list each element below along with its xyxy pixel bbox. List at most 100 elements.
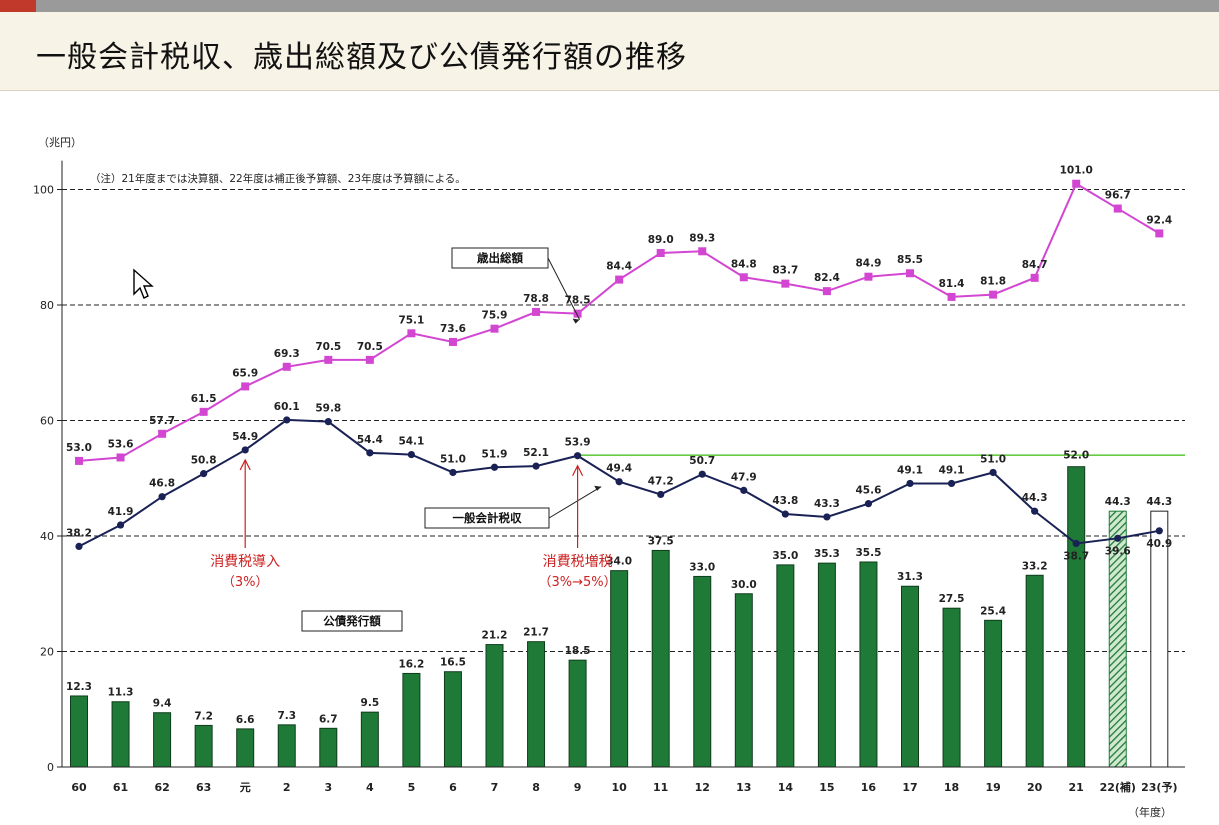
- top-bar: [0, 0, 1219, 12]
- x-tick-label: 11: [653, 781, 668, 794]
- tax-revenue-data-label: 41.9: [108, 506, 134, 518]
- expenditure-marker: [199, 407, 208, 416]
- tax-revenue-data-label: 44.3: [1022, 492, 1048, 504]
- tax-revenue-data-label: 38.7: [1063, 551, 1089, 563]
- bond-bar: [443, 671, 462, 768]
- expenditure-data-label: 78.5: [565, 295, 591, 307]
- series-callout-leader: [547, 257, 581, 320]
- bond-bar: [236, 728, 255, 768]
- expenditure-marker: [282, 362, 291, 371]
- expenditure-marker: [241, 382, 250, 391]
- expenditure-marker: [1155, 229, 1164, 238]
- bond-data-label: 44.3: [1105, 496, 1131, 508]
- expenditure-data-label: 75.9: [482, 310, 508, 322]
- tax-revenue-data-label: 49.1: [939, 464, 965, 476]
- expenditure-marker: [324, 355, 333, 364]
- bond-data-label: 27.5: [939, 593, 965, 605]
- bond-data-label: 44.3: [1146, 496, 1172, 508]
- x-tick-label: 6: [449, 781, 457, 794]
- x-tick-label: 3: [324, 781, 332, 794]
- series-callout-arrowhead: [594, 485, 602, 491]
- expenditure-data-label: 61.5: [191, 393, 217, 405]
- expenditure-marker: [989, 290, 998, 299]
- series-callout-label: 公債発行額: [323, 614, 381, 628]
- bond-bar: [610, 570, 629, 768]
- expenditure-marker: [158, 429, 167, 438]
- expenditure-marker: [573, 309, 582, 318]
- expenditure-data-label: 92.4: [1146, 214, 1172, 226]
- expenditure-data-label: 96.7: [1105, 190, 1131, 202]
- chart: 53.0 53.6 57.7 61.5 65.9 69.3 70.5 70.5 75.1 73.6…: [33, 136, 1185, 819]
- annotation-rate: （3%）: [222, 575, 269, 590]
- expenditure-data-label: 84.7: [1022, 259, 1048, 271]
- expenditure-marker: [615, 275, 624, 284]
- bond-data-label: 52.0: [1063, 450, 1089, 462]
- tax-revenue-marker: [407, 450, 415, 459]
- expenditure-data-label: 89.0: [648, 234, 674, 246]
- tax-revenue-data-label: 47.9: [731, 471, 757, 483]
- x-tick-label: 63: [196, 781, 211, 794]
- bond-data-label: 11.3: [108, 687, 134, 699]
- bond-data-label: 6.6: [236, 714, 255, 726]
- x-tick-label: 62: [154, 781, 169, 794]
- expenditure-data-label: 84.8: [731, 258, 757, 270]
- series-callout-label: 歳出総額: [477, 251, 523, 265]
- tax-revenue-marker: [116, 521, 125, 529]
- bond-bar: [527, 641, 546, 768]
- tax-revenue-marker: [1072, 539, 1080, 548]
- x-tick-label: 19: [985, 781, 1000, 794]
- x-axis-label: （年度）: [1128, 805, 1172, 819]
- slide-header: 一般会計税収、歳出総額及び公債発行額の推移: [0, 12, 1219, 91]
- arrow-cursor-icon: [133, 268, 154, 299]
- expenditure-data-label: 73.6: [440, 323, 466, 335]
- tax-revenue-data-label: 43.3: [814, 498, 840, 510]
- annotation-title: 消費税導入: [210, 554, 280, 570]
- tax-revenue-marker: [1031, 507, 1039, 515]
- expenditure-data-label: 70.5: [315, 341, 341, 353]
- expenditure-data-label: 82.4: [814, 272, 840, 284]
- bond-data-label: 21.7: [523, 627, 549, 639]
- expenditure-marker: [906, 269, 914, 278]
- bond-data-label: 33.2: [1022, 560, 1048, 572]
- x-tick-label: 61: [113, 781, 128, 794]
- tax-revenue-marker: [324, 418, 332, 426]
- series-callout-arrowhead: [572, 318, 580, 324]
- tax-revenue-data-label: 47.2: [648, 475, 674, 487]
- page-title: 一般会計税収、歳出総額及び公債発行額の推移: [36, 40, 687, 75]
- bond-data-label: 7.3: [277, 710, 296, 722]
- bond-bar: [277, 724, 296, 768]
- tax-revenue-data-label: 59.8: [315, 403, 341, 415]
- bond-bar: [942, 607, 961, 768]
- tax-revenue-data-label: 54.9: [232, 431, 258, 443]
- series-callout-label: 一般会計税収: [453, 511, 522, 525]
- bond-data-label: 18.5: [565, 645, 591, 657]
- expenditure-data-label: 53.0: [66, 442, 92, 454]
- bond-bar: [70, 695, 88, 768]
- expenditure-marker: [781, 279, 790, 288]
- y-tick-label: 0: [47, 761, 54, 774]
- tax-revenue-marker: [490, 463, 499, 471]
- tax-revenue-marker: [657, 490, 665, 499]
- expenditure-marker: [864, 272, 873, 281]
- bond-bar: [984, 619, 1003, 768]
- expenditure-data-label: 70.5: [357, 341, 383, 353]
- bond-bar: [901, 585, 919, 768]
- bond-bar: [360, 711, 379, 768]
- y-tick-label: 40: [40, 530, 54, 543]
- expenditure-marker: [656, 249, 665, 258]
- tax-revenue-marker: [75, 542, 83, 550]
- bond-data-label: 35.3: [814, 548, 840, 560]
- x-tick-label: 13: [736, 781, 751, 794]
- tax-revenue-data-label: 45.6: [855, 485, 881, 497]
- expenditure-marker: [490, 324, 499, 333]
- bond-bar: [776, 564, 795, 768]
- tax-revenue-marker: [283, 416, 291, 424]
- expenditure-data-label: 84.4: [606, 261, 632, 273]
- tax-revenue-marker: [200, 470, 208, 478]
- expenditure-data-label: 65.9: [232, 367, 258, 379]
- x-tick-label: 4: [366, 781, 374, 794]
- tax-revenue-marker: [698, 470, 706, 478]
- x-tick-label: 23(予): [1141, 781, 1177, 794]
- expenditure-marker: [75, 456, 83, 465]
- bond-bar: [817, 562, 836, 768]
